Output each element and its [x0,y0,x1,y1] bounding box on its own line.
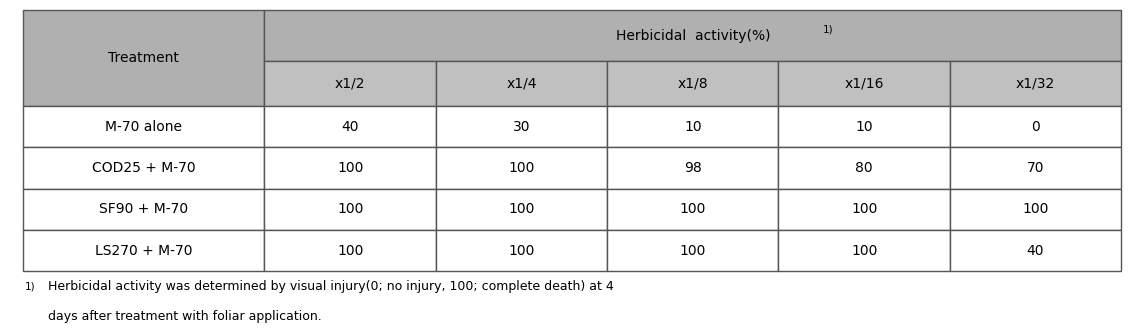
Bar [607,230,778,271]
Text: x1/2: x1/2 [335,76,365,91]
Text: 70: 70 [1026,161,1044,175]
Text: Herbicidal  activity(%): Herbicidal activity(%) [615,28,770,43]
Bar [436,230,607,271]
Text: COD25 + M-70: COD25 + M-70 [92,161,196,175]
Text: 40: 40 [1026,244,1044,258]
Text: 100: 100 [337,244,364,258]
Text: 1): 1) [823,24,833,35]
Text: 40: 40 [341,119,359,134]
Bar [264,106,436,147]
Bar [778,230,950,271]
Bar [778,61,950,106]
Text: 80: 80 [856,161,873,175]
Text: 100: 100 [680,244,706,258]
Text: 100: 100 [508,161,534,175]
Text: 98: 98 [684,161,701,175]
Text: Herbicidal activity was determined by visual injury(0; no injury, 100; complete : Herbicidal activity was determined by vi… [48,280,614,293]
Text: 100: 100 [508,244,534,258]
Bar [950,61,1121,106]
Bar [264,189,436,230]
Bar [436,61,607,106]
Text: Treatment: Treatment [109,51,180,65]
Text: 100: 100 [337,161,364,175]
Text: 100: 100 [508,202,534,216]
Bar [778,106,950,147]
Text: SF90 + M-70: SF90 + M-70 [100,202,189,216]
Bar [264,230,436,271]
Text: 10: 10 [856,119,873,134]
Text: 1): 1) [25,281,35,291]
Text: x1/16: x1/16 [844,76,884,91]
Text: 0: 0 [1031,119,1040,134]
Bar [23,106,264,147]
Bar [23,230,264,271]
Text: 100: 100 [851,244,877,258]
Text: days after treatment with foliar application.: days after treatment with foliar applica… [48,309,321,323]
Bar [607,61,778,106]
Bar [607,147,778,189]
Bar [950,230,1121,271]
Text: 30: 30 [513,119,530,134]
Text: 100: 100 [851,202,877,216]
Text: LS270 + M-70: LS270 + M-70 [95,244,192,258]
Text: 100: 100 [337,202,364,216]
Text: x1/8: x1/8 [677,76,708,91]
Bar [607,189,778,230]
Text: x1/4: x1/4 [507,76,537,91]
Bar [436,106,607,147]
Text: x1/32: x1/32 [1016,76,1055,91]
Bar [436,189,607,230]
Bar [264,147,436,189]
Text: M-70 alone: M-70 alone [105,119,182,134]
Bar [23,189,264,230]
Text: 100: 100 [680,202,706,216]
Bar [607,106,778,147]
Bar [778,147,950,189]
Text: 10: 10 [684,119,701,134]
Bar [950,106,1121,147]
Bar [23,147,264,189]
Bar [778,189,950,230]
Bar [436,147,607,189]
Bar [23,10,264,106]
Bar [950,189,1121,230]
Bar [950,147,1121,189]
Bar [264,10,1121,61]
Bar [264,61,436,106]
Text: 100: 100 [1023,202,1049,216]
